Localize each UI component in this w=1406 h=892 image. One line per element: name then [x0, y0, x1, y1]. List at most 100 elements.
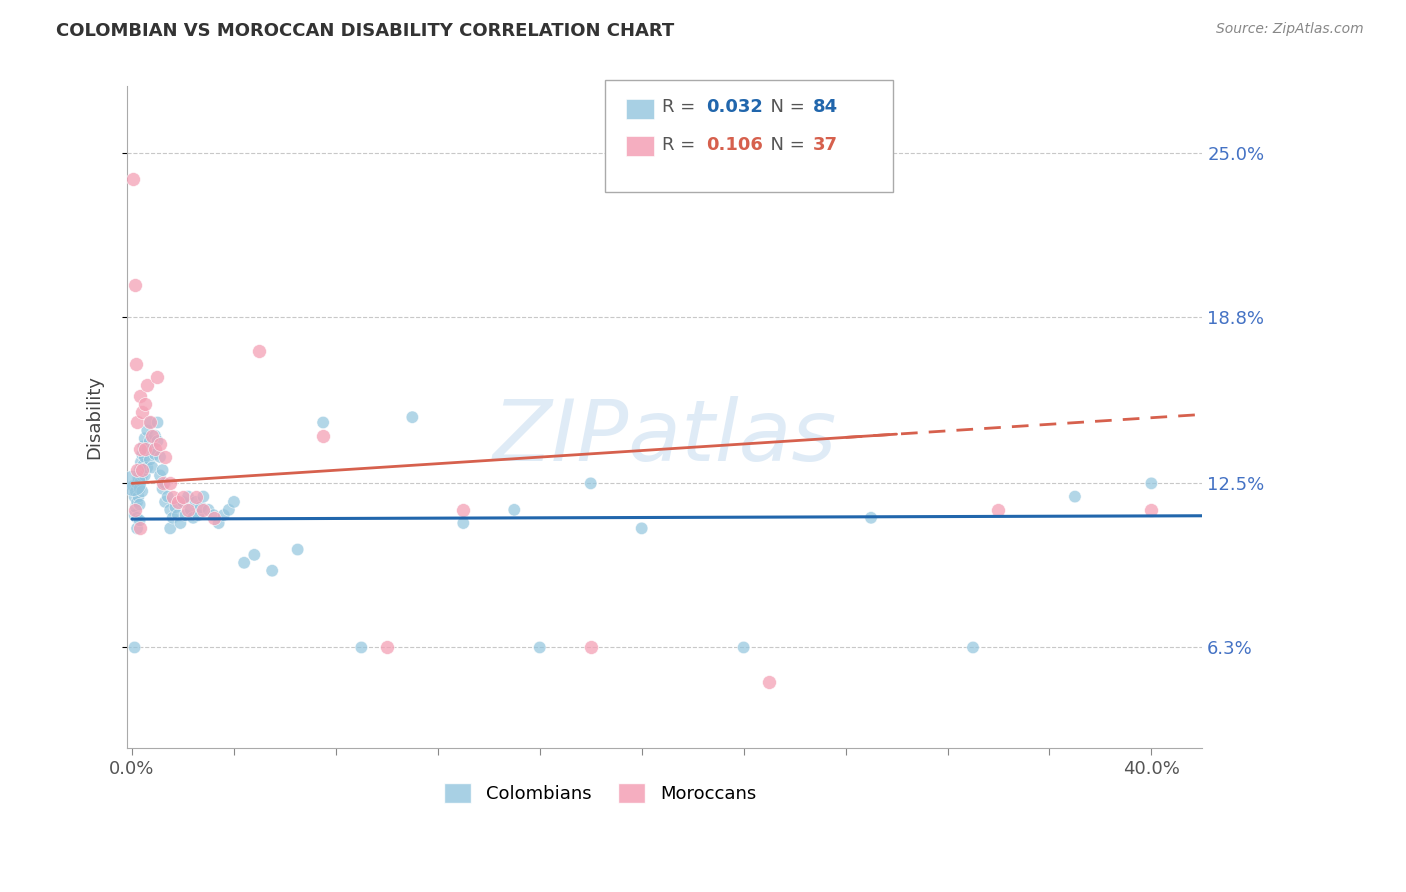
Point — [143, 428, 166, 442]
Point — [143, 442, 166, 456]
Point — [165, 500, 187, 515]
Point — [172, 495, 194, 509]
Point — [758, 674, 780, 689]
Point — [190, 500, 212, 515]
Point — [141, 428, 163, 442]
Point — [177, 490, 200, 504]
Point — [139, 434, 162, 448]
Point — [124, 490, 146, 504]
Point — [129, 474, 152, 488]
Point — [152, 476, 174, 491]
Point — [579, 640, 602, 655]
Point — [127, 463, 149, 477]
Point — [122, 476, 145, 491]
Point — [134, 397, 156, 411]
Y-axis label: Disability: Disability — [86, 376, 103, 459]
Point — [149, 450, 172, 464]
Point — [136, 460, 159, 475]
Point — [181, 510, 204, 524]
Point — [127, 510, 149, 524]
Point — [129, 455, 152, 469]
Point — [174, 508, 197, 522]
Point — [128, 498, 150, 512]
Point — [1140, 476, 1163, 491]
Point — [136, 424, 159, 438]
Point — [172, 490, 194, 504]
Point — [156, 490, 179, 504]
Point — [127, 495, 149, 509]
Text: N =: N = — [759, 98, 811, 116]
Point — [128, 389, 150, 403]
Point — [128, 521, 150, 535]
Point — [197, 503, 219, 517]
Point — [287, 542, 309, 557]
Point — [124, 277, 146, 292]
Point — [146, 434, 169, 448]
Point — [202, 508, 225, 522]
Point — [136, 378, 159, 392]
Point — [134, 431, 156, 445]
Point — [167, 508, 190, 522]
Point — [1140, 503, 1163, 517]
Point — [350, 640, 373, 655]
Text: Source: ZipAtlas.com: Source: ZipAtlas.com — [1216, 22, 1364, 37]
Point — [124, 640, 146, 655]
Text: COLOMBIAN VS MOROCCAN DISABILITY CORRELATION CHART: COLOMBIAN VS MOROCCAN DISABILITY CORRELA… — [56, 22, 675, 40]
Point — [141, 442, 163, 456]
Point — [453, 503, 475, 517]
Point — [127, 476, 149, 491]
Point — [169, 516, 191, 530]
Point — [128, 513, 150, 527]
Point — [153, 450, 176, 464]
Point — [733, 640, 755, 655]
Point — [180, 503, 202, 517]
Point — [312, 428, 335, 442]
Point — [630, 521, 652, 535]
Text: 0.032: 0.032 — [706, 98, 762, 116]
Point — [249, 344, 271, 359]
Point — [987, 503, 1010, 517]
Point — [131, 405, 153, 419]
Point — [153, 495, 176, 509]
Point — [529, 640, 551, 655]
Point — [1064, 490, 1087, 504]
Point — [193, 503, 215, 517]
Text: R =: R = — [662, 136, 702, 153]
Point — [127, 471, 149, 485]
Point — [243, 548, 266, 562]
Point — [149, 468, 172, 483]
Point — [962, 640, 984, 655]
Text: ZIPatlas: ZIPatlas — [492, 395, 837, 478]
Point — [153, 476, 176, 491]
Point — [375, 640, 398, 655]
Point — [159, 521, 181, 535]
Point — [401, 410, 423, 425]
Point — [222, 495, 245, 509]
Point — [128, 463, 150, 477]
Point — [132, 458, 155, 472]
Point — [134, 442, 156, 456]
Point — [136, 442, 159, 456]
Point — [122, 479, 145, 493]
Text: 0.106: 0.106 — [706, 136, 762, 153]
Point — [146, 416, 169, 430]
Point — [131, 463, 153, 477]
Point — [149, 436, 172, 450]
Point — [167, 495, 190, 509]
Point — [124, 508, 146, 522]
Point — [159, 476, 181, 491]
Point — [132, 439, 155, 453]
Point — [122, 172, 145, 186]
Point — [184, 490, 207, 504]
Text: R =: R = — [662, 98, 702, 116]
Point — [503, 503, 526, 517]
Text: 84: 84 — [813, 98, 838, 116]
Point — [262, 564, 284, 578]
Point — [127, 490, 149, 504]
Point — [146, 370, 169, 384]
Point — [579, 476, 602, 491]
Point — [202, 510, 225, 524]
Point — [453, 516, 475, 530]
Point — [152, 482, 174, 496]
Point — [139, 416, 162, 430]
